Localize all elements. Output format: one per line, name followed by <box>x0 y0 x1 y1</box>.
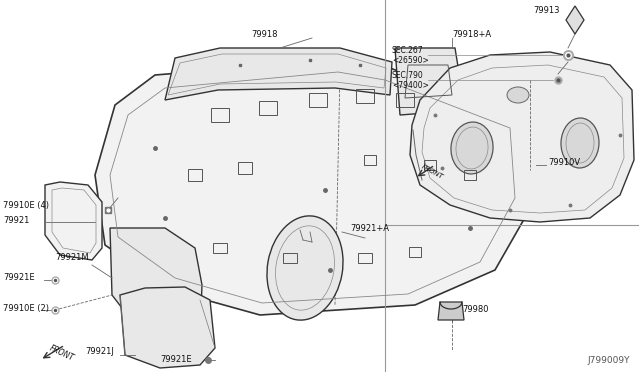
Text: 79921J: 79921J <box>85 347 114 356</box>
Polygon shape <box>395 48 465 115</box>
Ellipse shape <box>507 87 529 103</box>
Polygon shape <box>120 287 215 368</box>
Text: 79980: 79980 <box>462 305 488 314</box>
Ellipse shape <box>561 118 599 168</box>
Text: FRONT: FRONT <box>420 164 444 180</box>
Polygon shape <box>165 48 392 100</box>
Text: 79910V: 79910V <box>548 157 580 167</box>
Text: 79921E: 79921E <box>3 273 35 282</box>
Ellipse shape <box>267 216 343 320</box>
Polygon shape <box>566 6 584 34</box>
Text: SEC.790: SEC.790 <box>392 71 424 80</box>
Polygon shape <box>410 52 634 222</box>
Polygon shape <box>110 228 202 340</box>
Ellipse shape <box>451 122 493 174</box>
Text: SEC.267: SEC.267 <box>392 45 424 55</box>
Text: 79921M: 79921M <box>55 253 88 263</box>
Polygon shape <box>45 182 102 260</box>
Text: 79918+A: 79918+A <box>452 29 491 38</box>
Text: 79918: 79918 <box>252 29 278 38</box>
Polygon shape <box>95 60 535 315</box>
Text: J799009Y: J799009Y <box>588 356 630 365</box>
Text: 79921: 79921 <box>3 215 29 224</box>
Text: 79921E: 79921E <box>160 356 191 365</box>
Polygon shape <box>438 302 464 320</box>
Text: FRONT: FRONT <box>48 343 76 363</box>
Text: <79400>: <79400> <box>392 80 429 90</box>
Text: 79921+A: 79921+A <box>350 224 389 232</box>
Text: <26590>: <26590> <box>392 55 429 64</box>
Text: 79913: 79913 <box>534 6 560 15</box>
Text: 79910E (2): 79910E (2) <box>3 304 49 312</box>
Text: 79910E (4): 79910E (4) <box>3 201 49 209</box>
